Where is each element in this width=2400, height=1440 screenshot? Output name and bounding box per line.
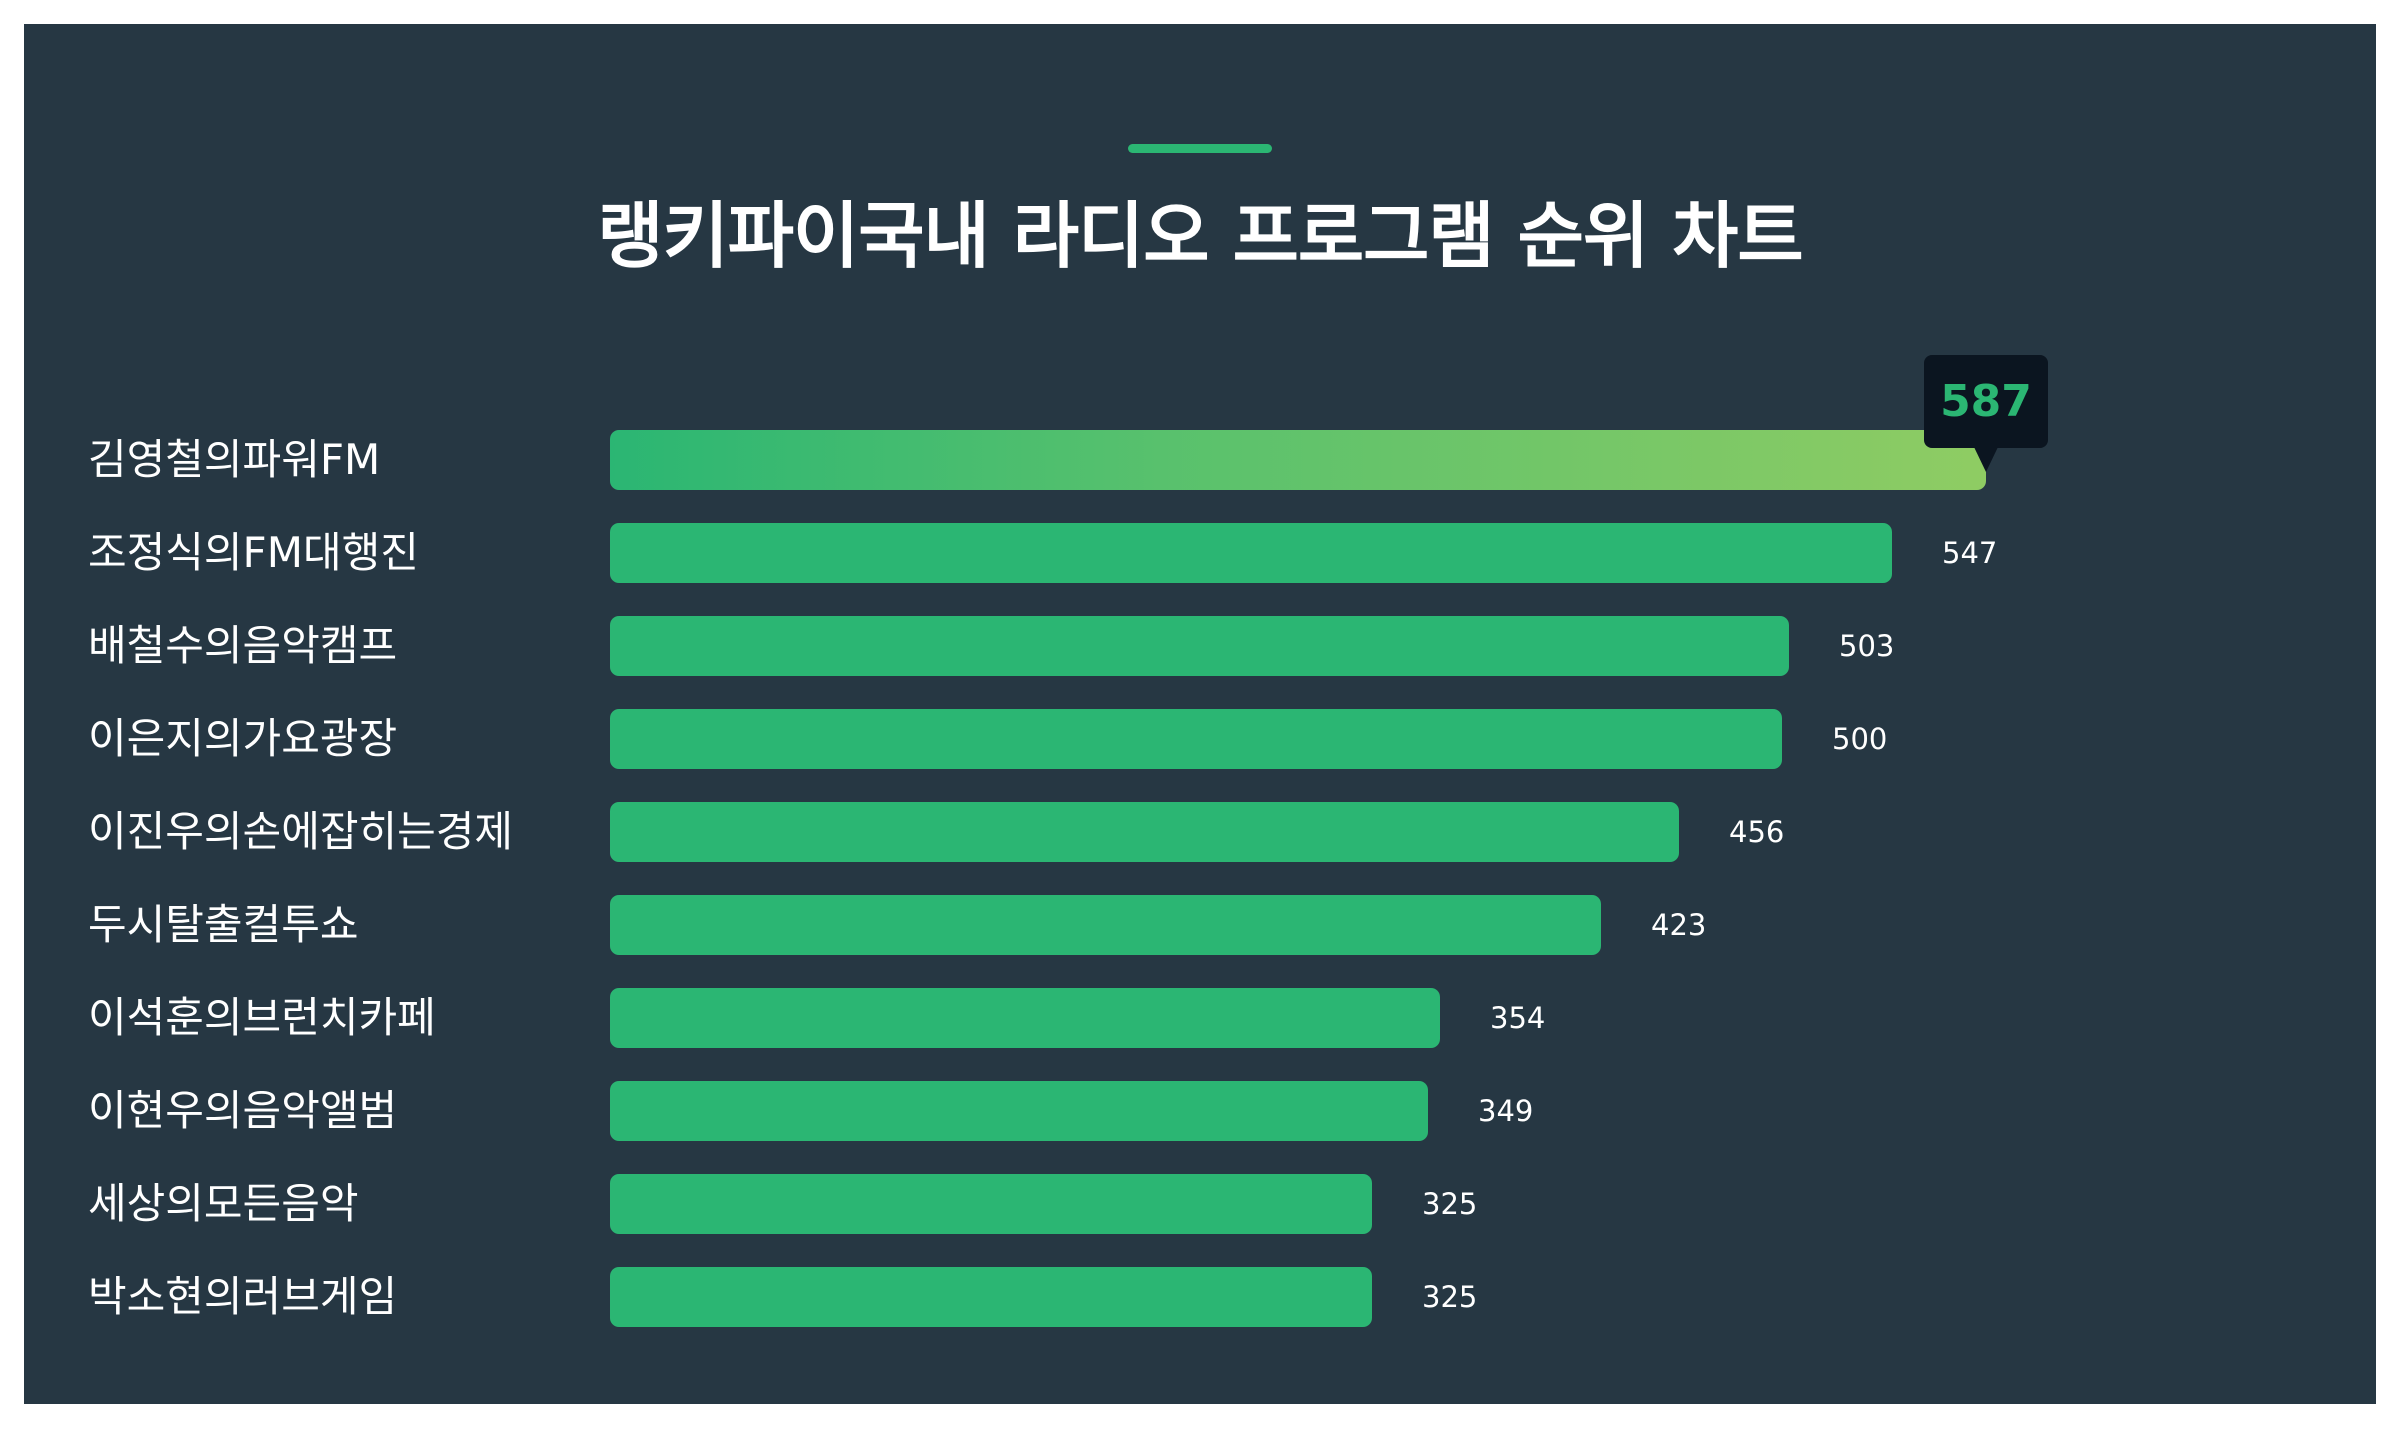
bar-label: 세상의모든음악 <box>88 1179 359 1228</box>
bar-label: 배철수의음악캠프 <box>88 621 398 670</box>
bar-value: 423 <box>1651 908 1707 942</box>
bar-value: 325 <box>1422 1187 1478 1221</box>
bar-value: 500 <box>1832 722 1888 756</box>
bar[interactable] <box>610 988 1440 1048</box>
bar-row: 배철수의음악캠프 503 <box>24 616 2376 676</box>
bar-value: 325 <box>1422 1280 1478 1314</box>
bar[interactable] <box>610 802 1679 862</box>
bar-label: 조정식의FM대행진 <box>88 528 419 577</box>
bar-label: 이은지의가요광장 <box>88 714 398 763</box>
bar-label: 이현우의음악앨범 <box>88 1086 398 1135</box>
bar[interactable] <box>610 895 1601 955</box>
bar-row: 두시탈출컬투쇼 423 <box>24 895 2376 955</box>
bar-label: 이석훈의브런치카페 <box>88 993 436 1042</box>
bar-row: 이현우의음악앨범 349 <box>24 1081 2376 1141</box>
bar-label: 김영철의파워FM <box>88 435 381 484</box>
bar-value: 547 <box>1942 536 1998 570</box>
bar-label: 이진우의손에잡히는경제 <box>88 807 514 856</box>
bar[interactable] <box>610 1174 1372 1234</box>
bar-row: 이은지의가요광장 500 <box>24 709 2376 769</box>
bar-row: 김영철의파워FM <box>24 430 2376 490</box>
bar-row: 이진우의손에잡히는경제 456 <box>24 802 2376 862</box>
bar-label: 두시탈출컬투쇼 <box>88 900 359 949</box>
bar[interactable] <box>610 1267 1372 1327</box>
bar-row: 세상의모든음악 325 <box>24 1174 2376 1234</box>
chart-panel: 랭키파이국내 라디오 프로그램 순위 차트 김영철의파워FM 조정식의FM대행진… <box>24 24 2376 1404</box>
bar-value: 349 <box>1478 1094 1534 1128</box>
bar-label: 박소현의러브게임 <box>88 1272 398 1321</box>
bar[interactable] <box>610 709 1782 769</box>
bar-chart: 김영철의파워FM 조정식의FM대행진 547 배철수의음악캠프 503 이은지의… <box>24 24 2376 1404</box>
title-accent-bar <box>1128 144 1272 153</box>
bar-value: 354 <box>1490 1001 1546 1035</box>
bar-value: 503 <box>1839 629 1895 663</box>
bar[interactable] <box>610 523 1892 583</box>
bar-row: 이석훈의브런치카페 354 <box>24 988 2376 1048</box>
bar-value: 456 <box>1729 815 1785 849</box>
bar-row: 박소현의러브게임 325 <box>24 1267 2376 1327</box>
chart-title: 랭키파이국내 라디오 프로그램 순위 차트 <box>597 194 1803 278</box>
tooltip-pointer <box>1974 447 1998 472</box>
bar-highlighted[interactable] <box>610 430 1986 490</box>
bar-row: 조정식의FM대행진 547 <box>24 523 2376 583</box>
bar[interactable] <box>610 616 1789 676</box>
value-tooltip: 587 <box>1924 355 2048 448</box>
bar[interactable] <box>610 1081 1428 1141</box>
